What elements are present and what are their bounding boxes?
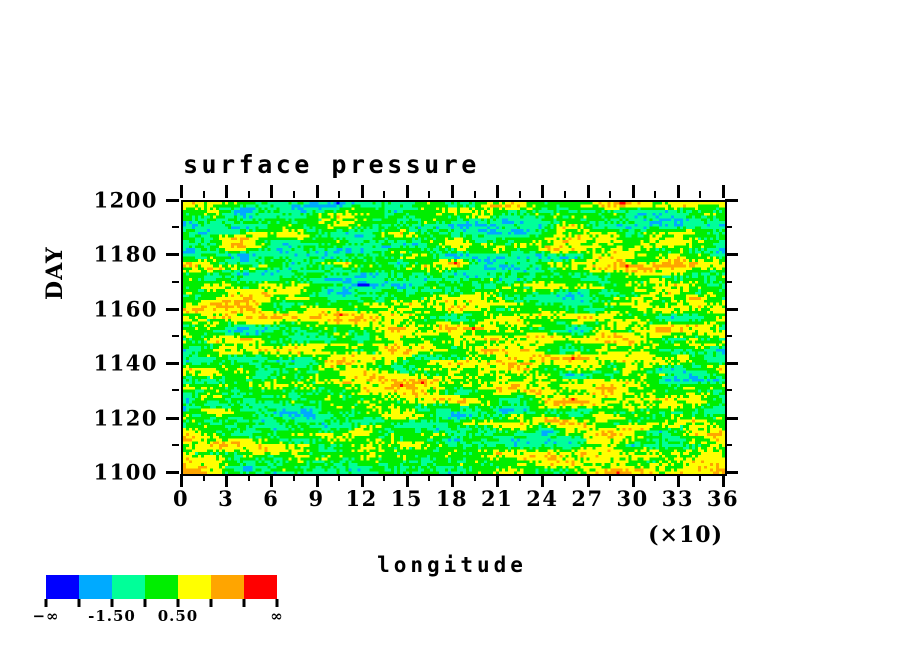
colorbar-segment-7 <box>244 575 277 599</box>
colorbar-ticks <box>44 599 279 607</box>
y-tick-label: 1160 <box>93 296 158 322</box>
y-tick-label: 1180 <box>93 241 158 267</box>
x-tick-label: 12 <box>345 486 378 511</box>
colorbar-segment-5 <box>178 575 211 599</box>
y-tick-label: 1120 <box>93 405 158 431</box>
x-tick-label: 27 <box>571 486 604 511</box>
colorbar-tick <box>275 599 279 607</box>
plot-title: surface pressure <box>183 150 480 179</box>
y-tick-label: 1100 <box>93 459 158 485</box>
colorbar-labels: −∞ -1.50 0.50 ∞ <box>0 607 904 631</box>
y-axis-title: DAY <box>42 246 68 300</box>
x-tick-label: 30 <box>616 486 649 511</box>
colorbar-segment-6 <box>211 575 244 599</box>
heatmap-field <box>183 202 725 474</box>
colorbar-segment-3 <box>112 575 145 599</box>
colorbar-tick <box>44 599 48 607</box>
y-tick-label: 1140 <box>93 350 158 376</box>
colorbar-label: ∞ <box>270 607 284 625</box>
x-tick-label: 18 <box>435 486 469 511</box>
colorbar-label: 0.50 <box>157 607 199 625</box>
colorbar-tick <box>77 599 81 607</box>
x-tick-label: 21 <box>481 486 514 511</box>
colorbar-tick <box>209 599 213 607</box>
colorbar-segment-1 <box>46 575 79 599</box>
x-tick-label: 0 <box>172 486 190 511</box>
x-tick-label: 6 <box>263 486 280 511</box>
colorbar-segment-4 <box>145 575 178 599</box>
x-tick-label: 36 <box>706 486 740 511</box>
y-tick-label: 1200 <box>93 187 158 213</box>
x-tick-label: 24 <box>526 486 559 511</box>
x-tick-label: 3 <box>218 486 235 511</box>
x-axis-title: longitude <box>377 553 527 577</box>
plot-area <box>181 200 727 476</box>
colorbar-label: −∞ <box>32 607 60 625</box>
colorbar-tick <box>242 599 246 607</box>
x-tick-label: 15 <box>390 486 423 511</box>
colorbar-segment-2 <box>79 575 112 599</box>
colorbar-tick <box>143 599 147 607</box>
colorbar-label: -1.50 <box>88 607 136 625</box>
x-axis-multiplier-note: (×10) <box>648 522 723 548</box>
colorbar-tick <box>176 599 180 607</box>
x-tick-label: 33 <box>661 486 694 511</box>
x-tick-label: 9 <box>308 486 325 511</box>
colorbar-tick <box>110 599 114 607</box>
colorbar <box>46 575 277 599</box>
